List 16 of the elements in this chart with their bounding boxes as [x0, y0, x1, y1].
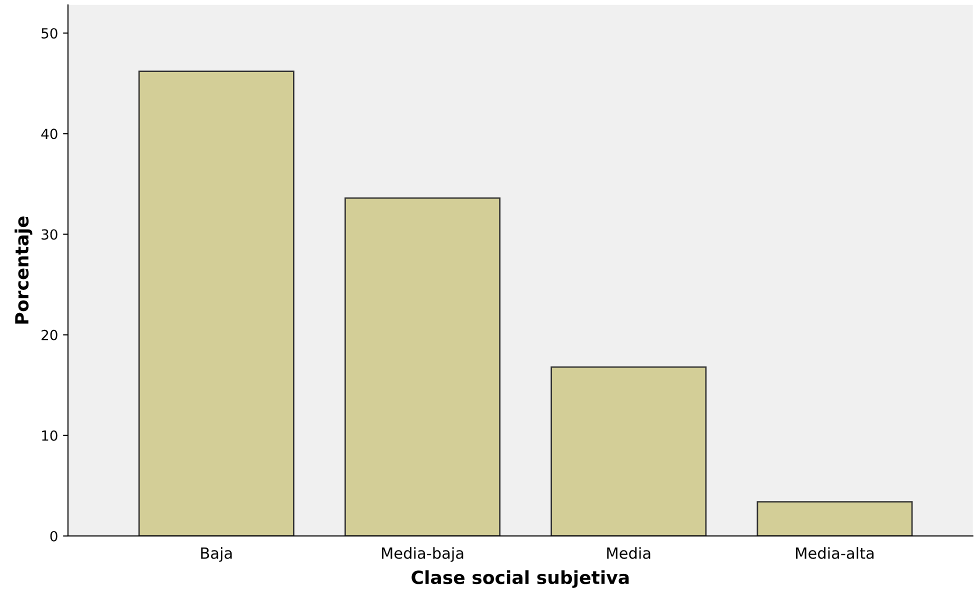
x-tick-label: Media: [607, 547, 650, 559]
x-axis-title: Clase social subjetiva: [412, 570, 629, 588]
bar: [138, 70, 294, 536]
bar: [756, 501, 913, 536]
y-tick-label: 10: [42, 430, 58, 441]
y-tick-label: 20: [42, 330, 58, 340]
y-tick-label: 40: [41, 128, 58, 140]
x-tick-label: Media-alta: [796, 547, 874, 559]
y-tick-label: 30: [42, 229, 58, 240]
y-axis-title: Porcentaje: [14, 216, 32, 324]
bar: [344, 197, 500, 536]
bar: [550, 366, 707, 536]
x-tick-label: Media-baja: [382, 547, 464, 562]
y-tick-label: 0: [50, 530, 58, 542]
y-tick-label: 50: [42, 28, 58, 39]
x-tick-label: Baja: [201, 547, 232, 562]
